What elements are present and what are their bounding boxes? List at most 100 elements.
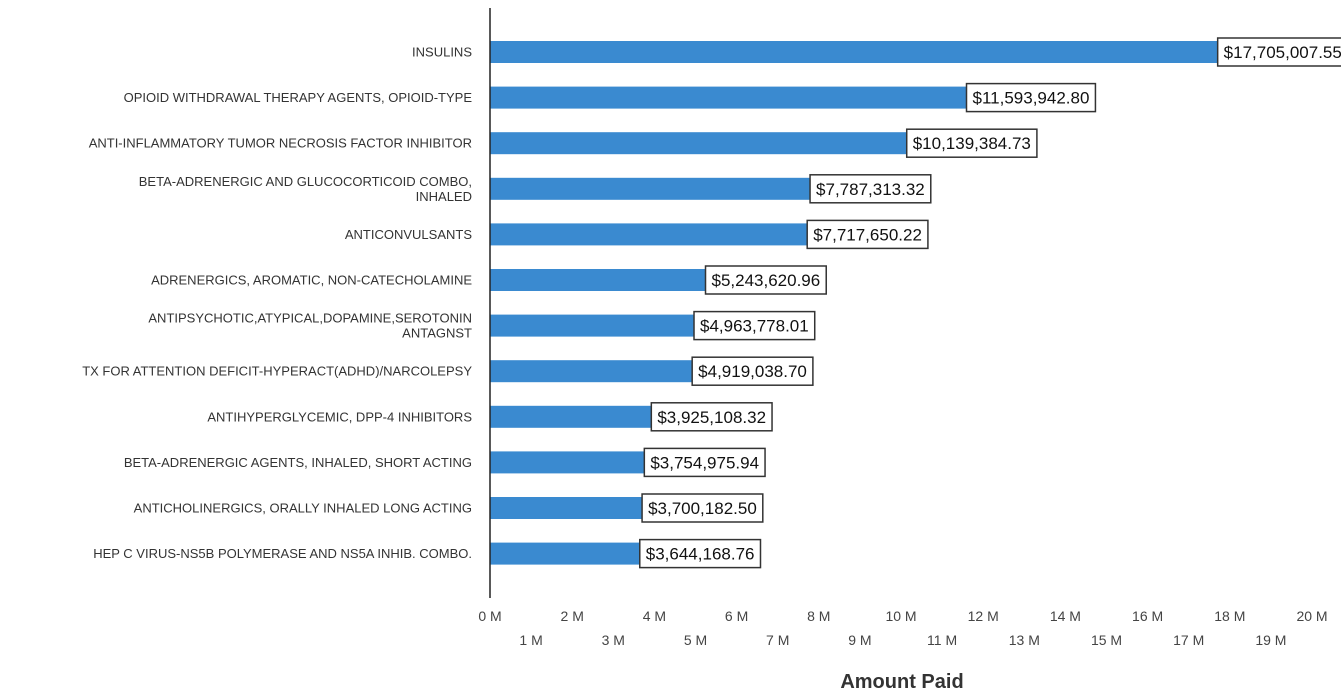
data-label: $17,705,007.55 [1224,43,1341,62]
data-label-group: $3,644,168.76 [639,538,762,569]
category-label: TX FOR ATTENTION DEFICIT-HYPERACT(ADHD)/… [82,364,472,379]
category-label: ANTI-INFLAMMATORY TUMOR NECROSIS FACTOR … [89,136,472,151]
x-tick-label: 10 M [885,608,916,624]
data-label-box [643,447,766,478]
x-tick-label: 9 M [848,632,871,648]
category-label-line: ANTI-INFLAMMATORY TUMOR NECROSIS FACTOR … [89,136,472,151]
x-tick-label: 6 M [725,608,748,624]
x-tick-label: 5 M [684,632,707,648]
x-axis-title: Amount Paid [840,671,963,693]
data-label: $10,139,384.73 [913,134,1031,153]
bar [490,86,967,109]
category-label-line: ANTIPSYCHOTIC,ATYPICAL,DOPAMINE,SEROTONI… [148,311,472,326]
data-label-group: $4,963,778.01 [693,310,816,341]
x-tick-label: 7 M [766,632,789,648]
category-label-line: OPIOID WITHDRAWAL THERAPY AGENTS, OPIOID… [124,90,473,105]
data-label-box [691,356,814,386]
category-label: ANTICONVULSANTS [345,227,472,242]
category-label: BETA-ADRENERGIC AGENTS, INHALED, SHORT A… [124,455,472,470]
data-label-group: $3,754,975.94 [643,447,766,478]
bar [490,542,640,565]
bar [490,269,706,291]
category-label: ANTIPSYCHOTIC,ATYPICAL,DOPAMINE,SEROTONI… [148,311,472,341]
x-tick-label: 19 M [1255,632,1286,648]
data-label: $4,963,778.01 [700,317,809,336]
data-label-group: $7,717,650.22 [806,219,929,250]
bar [490,451,645,474]
category-label-line: ANTICHOLINERGICS, ORALLY INHALED LONG AC… [134,501,472,516]
data-label-group: $3,700,182.50 [641,493,764,523]
x-tick-label: 17 M [1173,632,1204,648]
x-tick-label: 2 M [561,608,584,624]
data-label-group: $4,919,038.70 [691,356,814,386]
bar [490,314,695,337]
bar [490,132,907,155]
bar [490,497,643,519]
x-tick-label: 14 M [1050,608,1081,624]
category-label: BETA-ADRENERGIC AND GLUCOCORTICOID COMBO… [139,174,472,204]
x-tick-label: 13 M [1009,632,1040,648]
data-label: $7,717,650.22 [813,225,922,244]
category-label-line: INHALED [416,189,472,204]
data-label: $3,925,108.32 [657,408,766,427]
x-tick-label: 12 M [968,608,999,624]
bar [490,360,693,383]
bar [490,177,811,200]
data-label-group: $17,705,007.55 [1216,37,1341,67]
category-label-line: BETA-ADRENERGIC AGENTS, INHALED, SHORT A… [124,455,472,470]
data-labels: $17,705,007.55 $11,593,942.80 $10,139,384.… [639,37,1341,569]
category-label: HEP C VIRUS-NS5B POLYMERASE AND NS5A INH… [93,546,472,561]
data-label-group: $3,925,108.32 [650,402,773,432]
x-tick-label: 11 M [927,632,957,648]
category-labels: INSULINS OPIOID WITHDRAWAL THERAPY AGENTS… [82,45,472,562]
category-label-line: ANTICONVULSANTS [345,227,472,242]
category-label: ANTICHOLINERGICS, ORALLY INHALED LONG AC… [134,501,472,516]
data-label-box [704,265,827,295]
x-tick-label: 0 M [478,608,501,624]
x-tick-label: 20 M [1296,608,1327,624]
category-label-line: TX FOR ATTENTION DEFICIT-HYPERACT(ADHD)/… [82,364,472,379]
category-label: INSULINS [412,45,472,60]
x-tick-label: 1 M [519,632,542,648]
data-label: $3,754,975.94 [650,453,759,472]
category-label-line: ANTAGNST [402,326,472,341]
category-label: ANTIHYPERGLYCEMIC, DPP-4 INHIBITORS [207,409,472,424]
category-label-line: INSULINS [412,45,472,60]
bar [490,223,808,246]
category-label: OPIOID WITHDRAWAL THERAPY AGENTS, OPIOID… [124,90,473,105]
category-label-line: HEP C VIRUS-NS5B POLYMERASE AND NS5A INH… [93,546,472,561]
category-label-line: ADRENERGICS, AROMATIC, NON-CATECHOLAMINE [151,273,472,288]
x-tick-label: 16 M [1132,608,1163,624]
x-tick-label: 18 M [1214,608,1245,624]
data-label: $3,700,182.50 [648,499,757,518]
data-label: $3,644,168.76 [646,545,755,564]
category-label: ADRENERGICS, AROMATIC, NON-CATECHOLAMINE [151,273,472,288]
bar [490,405,652,428]
data-label-group: $10,139,384.73 [905,128,1038,158]
x-tick-label: 15 M [1091,632,1122,648]
x-tick-labels: 0 M 1 M 2 M 3 M 4 M 5 M 6 M 7 M 8 M 9 M 10 M 11 M 12… [478,608,1327,648]
data-label-box [650,402,773,432]
data-label: $4,919,038.70 [698,362,807,381]
x-tick-label: 3 M [602,632,625,648]
data-label: $5,243,620.96 [712,271,821,290]
data-label-group: $7,787,313.32 [809,174,932,204]
bar [490,41,1218,63]
data-label-box [809,174,932,204]
data-label-box [905,128,1038,158]
data-label-box [693,310,816,341]
x-tick-label: 4 M [643,608,666,624]
data-label-group: $11,593,942.80 [965,82,1097,113]
data-label-group: $5,243,620.96 [704,265,827,295]
data-label-box [1216,37,1341,67]
data-label-box [639,538,762,569]
data-label: $7,787,313.32 [816,180,925,199]
data-label: $11,593,942.80 [973,89,1090,108]
x-tick-label: 8 M [807,608,830,624]
data-label-box [641,493,764,523]
data-label-box [965,82,1097,113]
category-label-line: ANTIHYPERGLYCEMIC, DPP-4 INHIBITORS [207,409,472,424]
bars-layer [490,41,1218,565]
category-label-line: BETA-ADRENERGIC AND GLUCOCORTICOID COMBO… [139,174,472,189]
